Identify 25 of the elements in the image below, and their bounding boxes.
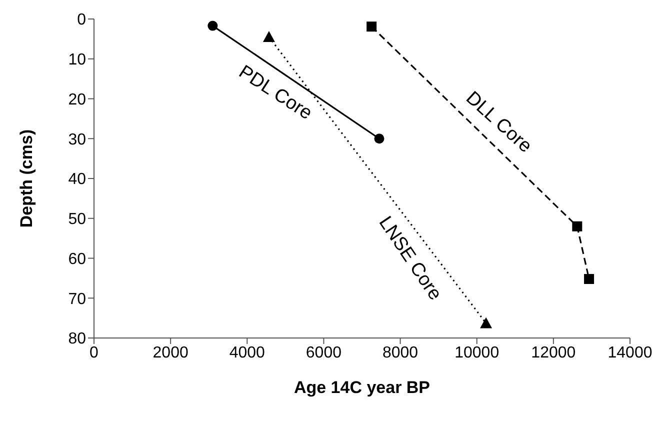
y-tick-label: 70 (68, 290, 86, 308)
x-tick-label: 4000 (229, 344, 266, 362)
x-tick-label: 8000 (382, 344, 418, 362)
y-tick-label: 0 (77, 12, 86, 29)
point (374, 134, 384, 144)
y-tick-label: 40 (68, 171, 86, 188)
y-tick-label: 30 (68, 131, 86, 148)
x-tick-label: 0 (90, 344, 99, 362)
x-tick-label: 10000 (454, 344, 500, 362)
y-tick-label: 10 (68, 52, 86, 69)
x-tick-label: 2000 (152, 344, 188, 362)
point (584, 274, 594, 284)
point (572, 221, 582, 232)
point (366, 22, 377, 32)
point (208, 20, 218, 31)
x-tick-label: 6000 (306, 344, 342, 362)
y-tick-label: 80 (68, 330, 86, 348)
text: PDL Core (234, 62, 316, 124)
x-tick-label: 14000 (608, 344, 652, 362)
x-axis-title: Age 14C year BP (294, 378, 430, 397)
x-tick-label: 12000 (531, 344, 576, 362)
y-axis-title: Depth (cms) (17, 129, 36, 228)
y-tick-label: 60 (68, 250, 86, 268)
y-tick-label: 50 (68, 211, 86, 228)
y-tick-label: 20 (68, 91, 86, 108)
